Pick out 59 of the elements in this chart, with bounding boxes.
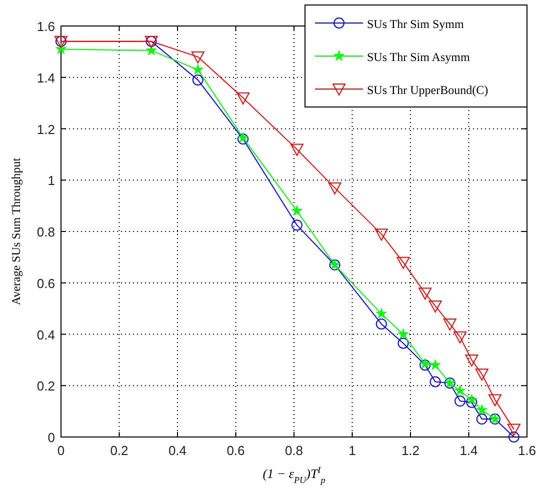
x-tick-label: 0.4 bbox=[168, 443, 187, 458]
point bbox=[418, 288, 432, 300]
point bbox=[238, 132, 249, 142]
point bbox=[430, 376, 441, 388]
point bbox=[236, 92, 250, 104]
point bbox=[476, 404, 488, 415]
point bbox=[56, 43, 66, 54]
x-tick-label: 1.4 bbox=[460, 443, 478, 458]
point bbox=[398, 338, 409, 349]
point bbox=[454, 396, 466, 407]
y-tick-label: 0.6 bbox=[36, 276, 55, 291]
x-tick-label: 1 bbox=[348, 443, 356, 458]
point bbox=[238, 134, 249, 145]
x-tick-label: 0 bbox=[57, 443, 65, 458]
point bbox=[374, 228, 388, 241]
point bbox=[507, 424, 520, 436]
point bbox=[466, 394, 478, 404]
point bbox=[396, 256, 410, 269]
point bbox=[465, 354, 478, 366]
point bbox=[398, 328, 409, 339]
y-tick-label: 0.4 bbox=[36, 327, 55, 342]
x-tick-label: 1.2 bbox=[401, 443, 420, 458]
point bbox=[488, 394, 502, 406]
y-axis-title: Average SUs Sum Throughput bbox=[9, 157, 23, 306]
point bbox=[508, 432, 520, 442]
point bbox=[475, 368, 488, 381]
y-tick-label: 1.2 bbox=[36, 122, 55, 137]
point bbox=[454, 331, 467, 344]
legend-label: SUs Thr UpperBound(C) bbox=[367, 83, 488, 97]
point bbox=[430, 359, 441, 370]
point bbox=[192, 64, 204, 74]
point bbox=[420, 358, 431, 368]
y-tick-label: 1.4 bbox=[36, 70, 55, 86]
point bbox=[454, 385, 466, 396]
y-tick-label: 0.8 bbox=[36, 224, 55, 240]
point bbox=[191, 51, 204, 64]
point bbox=[420, 360, 431, 371]
point bbox=[146, 44, 157, 56]
y-tick-label: 1.6 bbox=[36, 19, 55, 34]
y-tick-label: 0 bbox=[48, 430, 55, 445]
point bbox=[443, 318, 456, 330]
x-tick-label: 1.6 bbox=[518, 443, 536, 458]
point bbox=[291, 220, 302, 231]
point bbox=[466, 396, 478, 408]
x-tick-label: 0.2 bbox=[110, 443, 128, 458]
x-tick-label: 0.8 bbox=[284, 443, 304, 458]
point bbox=[376, 318, 387, 330]
legend-label: SUs Thr Sim Asymm bbox=[367, 50, 470, 64]
y-tick-label: 1 bbox=[48, 173, 55, 188]
point bbox=[476, 414, 488, 425]
point bbox=[192, 74, 204, 86]
point bbox=[328, 182, 342, 194]
point bbox=[291, 205, 302, 216]
point bbox=[290, 144, 304, 156]
x-tick-label: 0.6 bbox=[226, 443, 245, 458]
point bbox=[428, 300, 442, 312]
y-tick-label: 0.2 bbox=[36, 378, 55, 394]
point bbox=[376, 308, 387, 318]
legend-label: SUs Thr Sim Symm bbox=[367, 17, 464, 31]
